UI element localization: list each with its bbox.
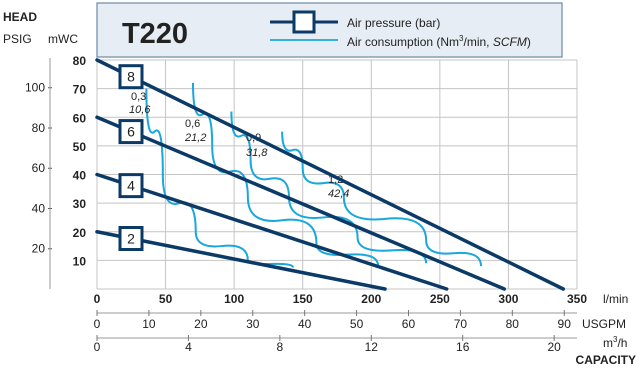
m3h-unit-part: /h: [617, 336, 627, 350]
chart-title: T220: [122, 18, 188, 50]
lmin-tick-label: 300: [498, 292, 518, 306]
mwc-axis-label: mWC: [48, 32, 78, 46]
psig-tick-label: 20: [32, 242, 46, 256]
pressure-line-2-bar: [95, 230, 387, 291]
mwc-tick-label: 20: [73, 226, 87, 240]
m3h-tick-label: 0: [94, 340, 101, 354]
pressure-marker-label: 8: [127, 69, 135, 85]
usgpm-tick-label: 90: [558, 317, 572, 331]
m3h-tick-label: 4: [185, 340, 192, 354]
consumption-label-bottom: 10,6: [129, 104, 151, 116]
lmin-tick-label: 100: [224, 292, 244, 306]
usgpm-tick-label: 40: [298, 317, 312, 331]
consumption-curve-1-2: [281, 131, 482, 267]
psig-axis-label: PSIG: [3, 32, 32, 46]
lmin-tick-label: 50: [159, 292, 173, 306]
lmin-tick-label: 250: [430, 292, 450, 306]
mwc-tick-label: 70: [73, 83, 87, 97]
pressure-marker-box: [118, 64, 144, 90]
lmin-unit-label: l/min: [603, 292, 628, 306]
consumption-label-bottom: 31,8: [246, 147, 268, 159]
pressure-marker-label: 2: [127, 231, 135, 247]
m3h-unit-part: 3: [613, 335, 618, 344]
pressure-line-6-bar: [95, 115, 507, 291]
capacity-label: CAPACITY: [576, 353, 636, 367]
usgpm-tick-label: 30: [246, 317, 260, 331]
lmin-tick-label: 200: [361, 292, 381, 306]
usgpm-tick-label: 0: [94, 317, 101, 331]
lmin-tick-label: 350: [567, 292, 587, 306]
psig-tick-label: 100: [25, 81, 45, 95]
psig-tick-label: 80: [32, 121, 46, 135]
mwc-tick-label: 40: [73, 169, 87, 183]
usgpm-tick-label: 80: [506, 317, 520, 331]
pressure-marker-label: 4: [127, 178, 135, 194]
legend-consumption-label: Air consumption (Nm3/min, SCFM): [347, 34, 531, 49]
usgpm-tick-label: 60: [402, 317, 416, 331]
legend-consumption-sup: 3: [459, 34, 464, 43]
chart-header-box: [96, 2, 563, 58]
usgpm-tick-label: 70: [454, 317, 468, 331]
consumption-label-top: 0,6: [185, 118, 200, 130]
mwc-tick-label: 60: [73, 111, 87, 125]
head-label: HEAD: [3, 10, 37, 24]
pressure-marker-label: 6: [127, 124, 135, 140]
m3h-tick-label: 16: [456, 340, 470, 354]
m3h-tick-label: 20: [547, 340, 561, 354]
usgpm-tick-label: 50: [350, 317, 364, 331]
pressure-line-4-bar: [95, 172, 449, 291]
mwc-tick-label: 80: [73, 54, 87, 68]
psig-tick-label: 60: [32, 161, 46, 175]
legend-consumption-post: ): [527, 35, 531, 49]
mwc-tick-label: 10: [73, 254, 87, 268]
lmin-tick-label: 150: [293, 292, 313, 306]
legend-consumption-italic: SCFM: [493, 35, 527, 49]
m3h-unit-part: m: [603, 336, 613, 350]
mwc-tick-label: 30: [73, 197, 87, 211]
pressure-marker-box: [118, 173, 144, 199]
pressure-marker-box: [118, 119, 144, 145]
consumption-label-top: 0,3: [131, 91, 146, 103]
legend-pressure-label: Air pressure (bar): [347, 16, 440, 30]
consumption-label-bottom: 21,2: [184, 132, 206, 144]
usgpm-tick-label: 20: [194, 317, 208, 331]
usgpm-unit-label: USGPM: [582, 317, 626, 331]
psig-tick-label: 40: [32, 201, 46, 215]
m3h-tick-label: 12: [365, 340, 379, 354]
m3h-unit-label: m3/h: [603, 335, 627, 350]
lmin-tick-label: 0: [94, 292, 101, 306]
mwc-tick-label: 50: [73, 140, 87, 154]
pressure-line-8-bar: [95, 58, 566, 291]
consumption-label-bottom: 42,4: [328, 188, 349, 200]
legend-consumption-mid: /min,: [463, 35, 492, 49]
m3h-tick-label: 8: [277, 340, 284, 354]
legend-pressure-marker: [292, 10, 316, 34]
legend-consumption-pre: Air consumption (Nm: [347, 35, 459, 49]
pressure-marker-box: [118, 226, 144, 252]
usgpm-tick-label: 10: [142, 317, 156, 331]
